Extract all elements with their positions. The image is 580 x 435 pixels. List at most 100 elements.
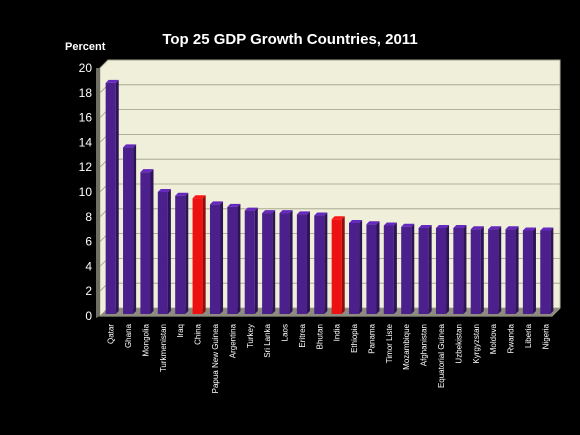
bar (296, 214, 307, 314)
bar-side (446, 224, 450, 314)
bar-top (366, 221, 380, 225)
bar-group (175, 192, 189, 314)
y-tick-label: 16 (79, 111, 93, 125)
bars (105, 79, 554, 314)
bar (331, 219, 342, 314)
bar-group (453, 224, 467, 314)
bar-group (227, 203, 241, 314)
y-tick-label: 20 (79, 61, 93, 75)
bar-side (341, 216, 345, 314)
bar-side (393, 222, 397, 314)
bar-top (262, 210, 276, 214)
bar-top (453, 224, 467, 228)
bar (383, 225, 394, 314)
x-tick-label: Kyrgyzstan (472, 324, 481, 364)
bar-group (366, 221, 380, 314)
bar-top (314, 212, 328, 216)
bar (435, 227, 447, 314)
bar-group (418, 224, 432, 314)
y-tick-label: 0 (85, 309, 92, 323)
bar-side (202, 195, 206, 314)
bar-top (123, 144, 137, 148)
y-tick-label: 2 (85, 284, 92, 298)
bar-side (220, 201, 224, 314)
y-tick-label: 8 (85, 210, 92, 224)
x-tick-label: Timor Liste (385, 323, 394, 363)
bar-top (227, 203, 241, 207)
bar-side (133, 144, 137, 314)
bar (279, 213, 290, 314)
bar-top (175, 192, 189, 196)
bar (366, 224, 377, 314)
bar-top (488, 226, 502, 230)
plot-left-wall (96, 68, 100, 318)
x-tick-label: Moldova (489, 323, 498, 354)
bar (522, 230, 533, 314)
bar (157, 192, 168, 314)
bar (209, 204, 221, 314)
bar-top (540, 227, 554, 231)
x-tick-label: Turkmenistan (159, 324, 168, 372)
bar (175, 195, 186, 314)
bar (453, 227, 464, 314)
y-tick-label: 10 (79, 185, 93, 199)
bar (192, 198, 203, 314)
x-axis-labels: Qatar Ghana Mongolia Turkmenistan Iraq China P… (107, 323, 551, 393)
bar-top (105, 79, 119, 83)
bar (314, 215, 325, 314)
y-tick-label: 12 (79, 160, 93, 174)
bar-group (488, 226, 502, 314)
bar-group (296, 211, 310, 314)
x-tick-label: Equatorial Guinea (437, 323, 446, 388)
bar (401, 226, 412, 314)
bar-top (279, 210, 293, 214)
bar-top (505, 226, 519, 230)
x-tick-label: Mozambique (402, 323, 411, 369)
bar-group (244, 207, 258, 314)
x-tick-label: Uzbekistan (454, 324, 463, 364)
bar-group (505, 226, 519, 314)
bar-group (192, 195, 206, 314)
bar-group (470, 226, 484, 314)
bar-side (498, 226, 502, 314)
x-tick-label: Panama (367, 323, 376, 353)
bar-top (140, 169, 154, 173)
x-tick-label: Afghanistan (420, 324, 429, 366)
y-tick-label: 6 (85, 235, 92, 249)
y-axis-label: Percent (65, 41, 106, 53)
bar-top (296, 211, 310, 215)
bar-group (209, 201, 224, 314)
bar-side (254, 207, 258, 314)
bar-side (272, 210, 276, 314)
x-tick-label: Mongolia (141, 323, 150, 356)
bar-top (401, 223, 415, 227)
bar-group (331, 216, 345, 314)
x-tick-label: Sri Lanka (263, 323, 272, 357)
bar-group (279, 210, 293, 314)
bar-group (383, 222, 397, 314)
bar-side (515, 226, 519, 314)
bar-side (463, 224, 467, 314)
bar-top (522, 227, 536, 231)
bar-top (244, 207, 258, 211)
x-tick-label: China (194, 323, 203, 344)
bar-group (262, 210, 276, 314)
bar-group (105, 79, 119, 314)
bar (227, 206, 238, 314)
bar-side (289, 210, 293, 314)
chart-title: Top 25 GDP Growth Countries, 2011 (162, 31, 417, 48)
bar-side (550, 227, 554, 314)
bar-top (349, 220, 363, 223)
x-tick-label: Ethiopia (350, 323, 359, 352)
bar (349, 223, 360, 314)
bar-group (401, 223, 415, 314)
x-tick-label: Nigeria (541, 323, 550, 349)
x-tick-label: Argentina (228, 323, 237, 358)
bar-group (157, 189, 171, 314)
x-tick-label: Rwanda (507, 323, 516, 353)
bar-side (359, 220, 363, 314)
bar-group (435, 224, 450, 314)
x-tick-label: India (333, 323, 342, 341)
